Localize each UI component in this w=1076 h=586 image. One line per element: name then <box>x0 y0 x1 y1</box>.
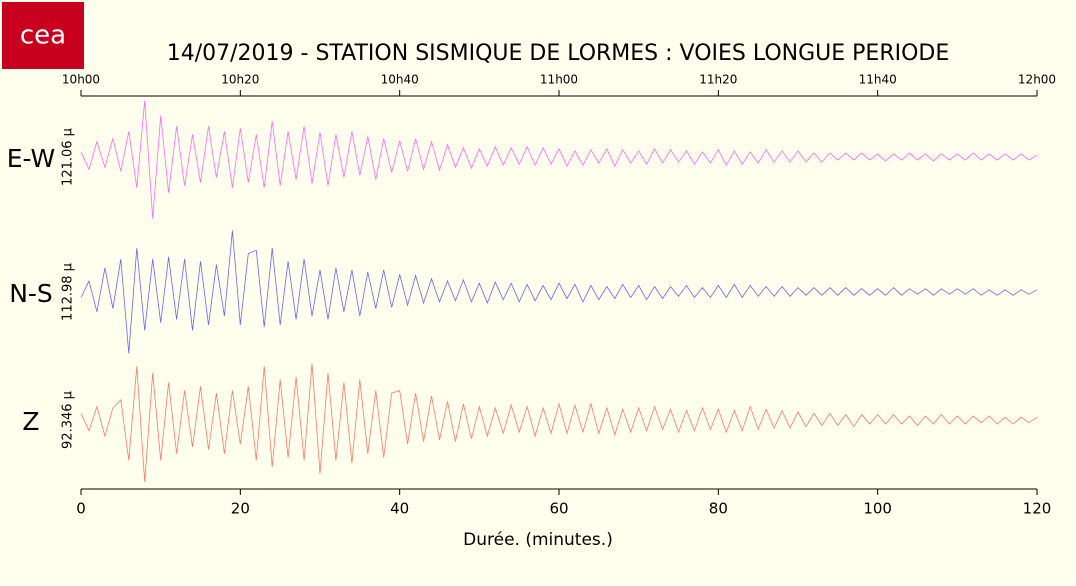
x2-tick-label: 12h00 <box>1018 73 1056 87</box>
x2-tick-label: 10h40 <box>381 73 419 87</box>
x-tick-label: 100 <box>863 500 892 518</box>
x-tick-label: 20 <box>231 500 250 518</box>
x2-tick-label: 11h20 <box>699 73 737 87</box>
scale-label: 112.98 µ <box>61 263 76 321</box>
x2-tick-label: 10h00 <box>62 73 100 87</box>
trace <box>80 363 1038 482</box>
series-label: Z <box>22 407 39 436</box>
chart-title: 14/07/2019 - STATION SISMIQUE DE LORMES … <box>167 41 950 66</box>
x2-tick-label: 10h20 <box>221 73 259 87</box>
x-tick-label: 40 <box>390 500 409 518</box>
logo: cea <box>20 21 66 51</box>
x-tick-label: 60 <box>549 500 568 518</box>
series-label: N-S <box>9 279 53 308</box>
logo-box <box>2 2 84 69</box>
series-label: E-W <box>7 144 56 173</box>
x-tick-label: 0 <box>76 500 86 518</box>
trace <box>80 230 1038 354</box>
trace <box>80 100 1038 219</box>
x-axis-label: Durée. (minutes.) <box>463 530 613 550</box>
x-tick-label: 120 <box>1023 500 1052 518</box>
x2-tick-label: 11h00 <box>540 73 578 87</box>
scale-label: 92.346 µ <box>61 391 76 449</box>
x-tick-label: 80 <box>709 500 728 518</box>
x2-tick-label: 11h40 <box>859 73 897 87</box>
scale-label: 121.06 µ <box>61 128 76 186</box>
